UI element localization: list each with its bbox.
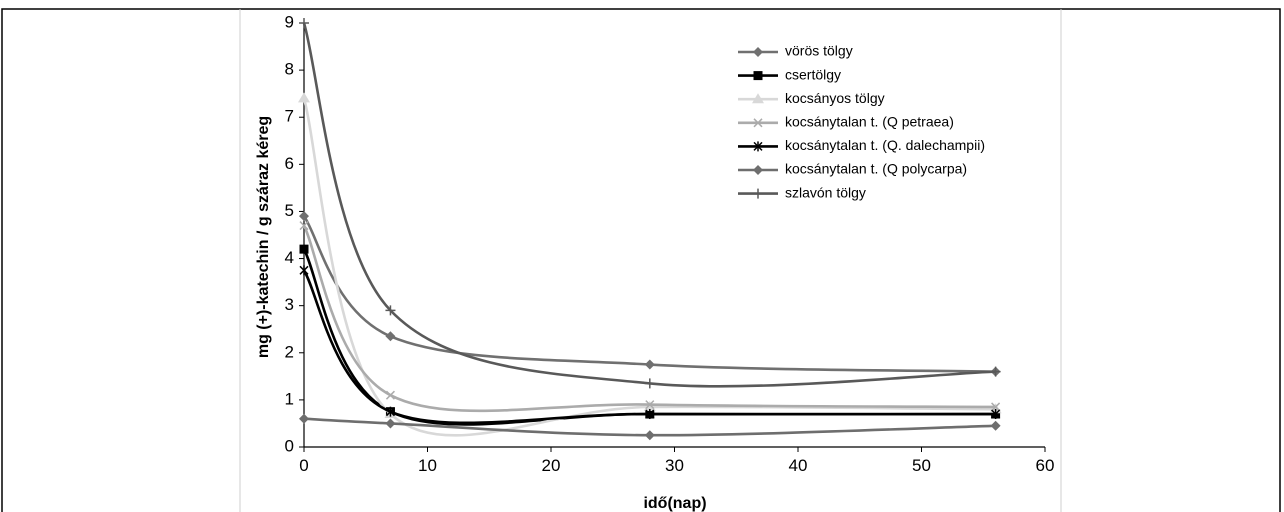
- data-point: [299, 211, 309, 222]
- series-line: [302, 269, 996, 425]
- y-tick-label: 0: [285, 436, 294, 455]
- chart-border: [1, 8, 1281, 512]
- x-tick-label: 20: [542, 456, 561, 475]
- x-tick-label: 40: [789, 456, 808, 475]
- series-line: [302, 215, 996, 373]
- data-point: [644, 378, 655, 389]
- data-point: [644, 359, 655, 370]
- x-axis-title: idő(nap): [643, 495, 706, 512]
- legend-label: kocsánytalan t. (Q petraea): [785, 114, 954, 130]
- data-point: [991, 409, 1001, 420]
- y-tick-label: 4: [285, 248, 294, 267]
- legend-item: kocsánytalan t. (Q petraea): [738, 114, 954, 130]
- legend-marker: [753, 118, 763, 128]
- data-point: [990, 420, 1001, 431]
- legend-label: kocsányos tölgy: [785, 90, 885, 106]
- marker-stroke: [385, 390, 395, 400]
- x-tick-label: 10: [418, 456, 437, 475]
- y-axis-title: mg (+)-katechin / g száraz kéreg: [255, 116, 272, 358]
- data-point: [299, 221, 309, 231]
- data-point: [385, 406, 395, 417]
- series-line: [302, 224, 996, 413]
- legend-marker: [753, 47, 763, 57]
- legend-marker: [753, 141, 763, 152]
- y-tick-label: 5: [285, 201, 294, 220]
- y-tick-label: 7: [285, 107, 294, 126]
- legend-label: kocsánytalan t. (Q. dalechampii): [785, 137, 985, 153]
- legend-label: vörös tölgy: [785, 43, 853, 59]
- data-point: [385, 390, 395, 400]
- y-tick-label: 2: [285, 342, 294, 361]
- marker-stroke: [645, 400, 655, 410]
- series-4: [299, 265, 1001, 425]
- series-layer: [298, 18, 1002, 441]
- legend-label: szlavón tölgy: [785, 184, 866, 200]
- legend-marker: [753, 188, 763, 199]
- data-point: [644, 430, 655, 441]
- y-tick-label: 8: [285, 60, 294, 79]
- data-point: [299, 244, 309, 254]
- y-tick-label: 3: [285, 295, 294, 314]
- data-point: [645, 409, 655, 420]
- data-point: [385, 418, 396, 429]
- legend-label: csertölgy: [785, 66, 841, 82]
- legend-marker: [752, 93, 764, 104]
- data-point: [299, 265, 309, 276]
- legend-label: kocsánytalan t. (Q polycarpa): [785, 161, 967, 177]
- x-tick-label: 60: [1036, 456, 1055, 475]
- y-tick-label: 6: [285, 154, 294, 173]
- data-point: [645, 400, 655, 410]
- series-6: [299, 18, 1001, 389]
- y-tick-label: 9: [285, 12, 294, 31]
- x-tick-label: 0: [299, 456, 308, 475]
- series-3: [299, 221, 1001, 413]
- legend-item: szlavón tölgy: [738, 184, 866, 200]
- data-point: [299, 18, 309, 28]
- data-point: [298, 92, 310, 103]
- legend-marker: [753, 165, 763, 175]
- series-line: [302, 22, 996, 388]
- y-tick-label: 1: [285, 389, 294, 408]
- series-line: [303, 417, 996, 437]
- data-point: [385, 331, 396, 342]
- legend-item: csertölgy: [738, 66, 841, 82]
- x-tick-label: 30: [665, 456, 684, 475]
- x-tick-label: 50: [912, 456, 931, 475]
- legend-marker: [753, 71, 763, 81]
- data-point: [385, 305, 396, 316]
- marker-stroke: [753, 118, 763, 128]
- legend-item: kocsánytalan t. (Q polycarpa): [738, 161, 967, 177]
- legend: vörös tölgy csertölgy kocsányos tölgy kocsá…: [738, 43, 985, 200]
- marker-stroke: [299, 221, 309, 231]
- data-point: [991, 402, 1001, 412]
- data-point: [990, 366, 1001, 377]
- legend-item: vörös tölgy: [738, 43, 853, 59]
- legend-item: kocsánytalan t. (Q. dalechampii): [738, 137, 985, 153]
- marker-stroke: [991, 402, 1001, 412]
- series-5: [299, 413, 1001, 441]
- legend-item: kocsányos tölgy: [738, 90, 885, 106]
- data-point: [299, 413, 309, 424]
